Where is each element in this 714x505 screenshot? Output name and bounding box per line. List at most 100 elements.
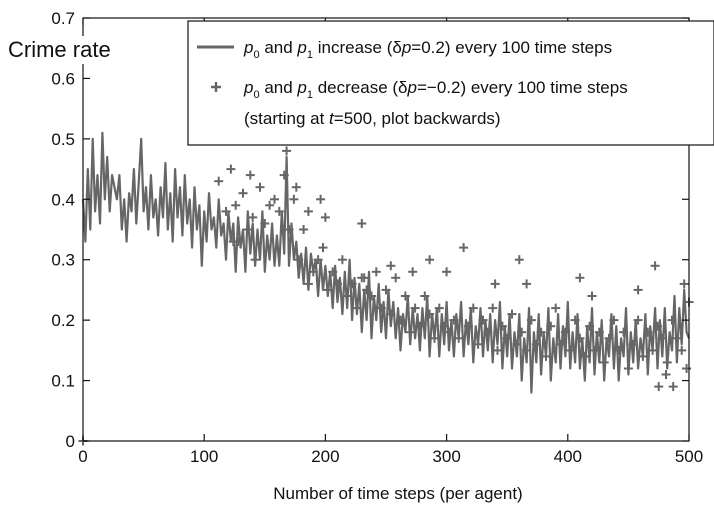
series-1-point-marker [551,303,561,313]
series-1-point-marker [619,327,629,337]
series-1-point-marker [570,315,580,325]
series-1-point-marker [667,315,677,325]
series-1-point-marker [633,285,643,295]
series-1-point-marker [580,351,590,361]
series-1-point-marker [231,200,241,210]
series-1-point-marker [357,219,367,228]
series-1-point-marker [661,370,671,379]
series-1-point-marker [279,170,289,180]
x-axis-label: Number of time steps (per agent) [273,484,522,503]
y-tick-label: 0 [66,432,75,451]
series-1-point-marker [323,285,333,295]
series-1-point-marker [260,219,270,228]
series-1-point-marker [282,146,292,156]
series-1-point-marker [478,315,488,325]
series-1-point-marker [386,261,396,271]
series-1-point-marker [337,255,347,265]
series-1-point-marker [313,255,323,265]
series-1-point-marker [386,309,396,319]
series-1-point-marker [483,327,493,337]
series-1-point-marker [679,279,689,289]
series-1-point-marker [517,327,527,337]
series-1-point-marker [391,273,401,283]
legend-plus-swatch [211,82,221,92]
y-tick-label: 0.1 [51,372,75,391]
y-tick-label: 0.5 [51,130,75,149]
series-1-point-marker [488,303,498,313]
series-1-point-marker [420,291,430,301]
legend-note: (starting at t=500, plot backwards) [244,109,501,128]
x-tick-label: 500 [675,447,703,466]
series-0-line [81,131,691,394]
series-1-point-marker [560,327,570,337]
series-1-point-marker [265,200,275,210]
series-1-point-marker [400,291,410,301]
series-1-point-marker [284,225,294,234]
series-1-point-marker [308,267,318,277]
series-layer [78,131,694,446]
y-tick-label: 0.2 [51,311,75,330]
series-1-point-marker [408,267,418,277]
series-1-point-marker [643,327,653,337]
series-1-point-marker [668,382,678,392]
series-1-point-marker [590,345,599,355]
y-axis-label-background [5,36,131,64]
series-1-point-marker [546,321,556,331]
series-1-point-marker [493,345,502,355]
series-1-point-marker [677,345,687,355]
legend: p0 and p1 increase (δp=0.2) every 100 ti… [187,20,714,146]
series-1-point-marker [415,321,425,331]
series-1-point-marker [526,315,536,325]
y-axis-label: Crime rate [8,37,111,62]
series-1-point-marker [328,267,338,277]
axes-layer [82,17,690,442]
series-1-point-marker [638,351,648,361]
series-1-point-marker [248,212,258,222]
x-tick-label: 400 [554,447,582,466]
series-1-point-marker [502,333,512,343]
x-tick-label: 300 [432,447,460,466]
legend-entry-decrease: p0 and p1 decrease (δp=−0.2) every 100 t… [243,78,628,101]
y-tick-label: 0.3 [51,251,75,270]
y-tick-label: 0.4 [51,190,75,209]
series-1-point-marker [599,357,609,367]
series-1-point-marker [359,273,369,283]
series-1-point-marker [609,315,619,325]
series-1-point-marker [514,255,524,265]
series-1-point-marker [614,345,624,355]
series-1-point-marker [587,291,597,301]
series-1-point-marker [318,243,328,253]
series-1-point-marker [628,339,638,349]
series-1-point-marker [270,194,279,204]
series-1-point-marker [250,255,260,265]
plot-frame [82,17,690,442]
series-1-point-marker [653,321,662,331]
series-1-point-marker [454,333,464,343]
series-1-point-marker [459,243,469,253]
series-1-point-marker [214,176,224,186]
series-1-point-marker [654,382,664,392]
series-1-point-marker [575,333,585,343]
series-1-point-marker [507,309,517,319]
series-1-point-marker [243,225,253,234]
series-1-point-marker [444,327,454,337]
series-1-point-marker [585,321,595,331]
series-1-point-marker [425,309,435,319]
series-1-point-marker [396,315,405,325]
series-1-point-marker [291,182,301,192]
series-1-point-marker [226,164,236,174]
series-1-point-marker [522,279,532,289]
series-1-point-marker [371,267,381,277]
series-1-point-marker [672,333,682,343]
series-1-point-marker [316,194,326,204]
legend-entry-increase: p0 and p1 increase (δp=0.2) every 100 ti… [243,38,612,61]
series-1-point-marker [425,255,435,265]
series-1-point-marker [463,321,473,331]
x-tick-label: 200 [311,447,339,466]
series-1-point-marker [362,285,372,295]
series-1-point-marker [367,291,376,301]
series-1-point-marker [575,273,585,283]
tick-layer: 0 100 200 300 400 500 0 0.1 0.2 0.3 0.4 0.5 0.6 0.7 [51,9,703,466]
series-1-point-marker [274,206,284,216]
